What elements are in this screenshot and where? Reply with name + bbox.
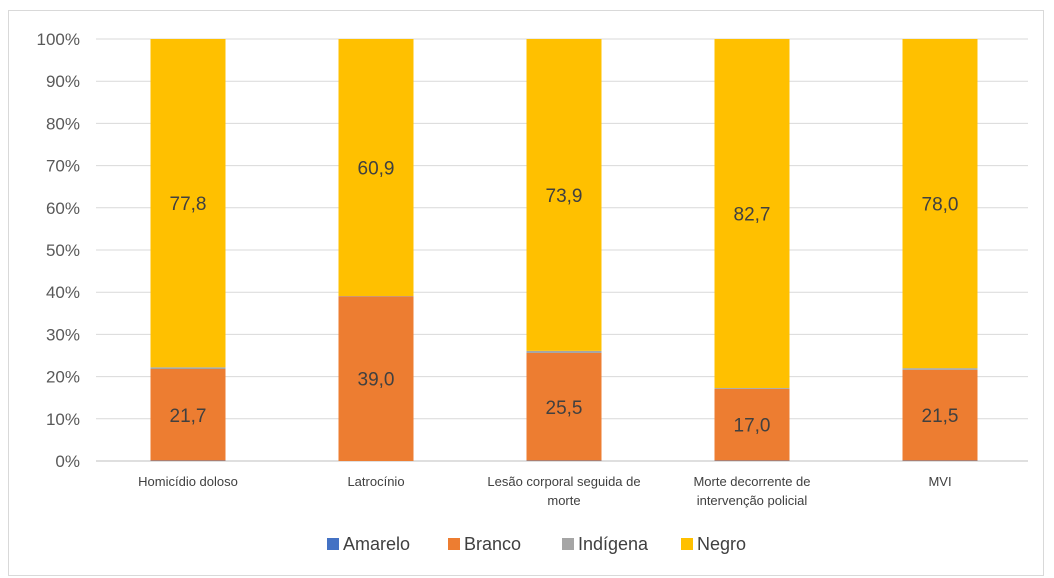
bar-segment-indígena	[902, 368, 978, 370]
y-tick-label: 30%	[46, 325, 80, 344]
y-tick-label: 70%	[46, 157, 80, 176]
bar-segment-negro	[526, 39, 602, 351]
bar-segment-branco	[902, 369, 978, 461]
legend-swatch	[327, 538, 339, 550]
bar-segment-indígena	[714, 387, 790, 389]
data-label: 39,0	[358, 370, 395, 391]
data-label: 25,5	[546, 398, 583, 419]
data-label: 73,9	[546, 186, 583, 207]
legend-swatch	[562, 538, 574, 550]
y-tick-label: 0%	[55, 452, 80, 471]
legend-label: Indígena	[578, 534, 649, 554]
bar-segment-branco	[150, 369, 226, 461]
legend-swatch	[448, 538, 460, 550]
data-label: 60,9	[358, 158, 395, 179]
data-label: 21,7	[170, 406, 207, 427]
x-tick-label: morte	[547, 493, 580, 508]
y-tick-label: 80%	[46, 114, 80, 133]
data-label: 17,0	[734, 416, 771, 437]
y-tick-label: 60%	[46, 199, 80, 218]
x-tick-label: Homicídio doloso	[138, 474, 238, 489]
bar-segment-branco	[526, 352, 602, 461]
bar-segment-negro	[902, 39, 978, 369]
legend-label: Amarelo	[343, 534, 410, 554]
bar-segment-negro	[338, 39, 414, 296]
data-label: 82,7	[734, 204, 771, 225]
y-tick-label: 90%	[46, 72, 80, 91]
data-label: 77,8	[170, 194, 207, 215]
bar-segment-indígena	[150, 367, 226, 370]
legend-swatch	[681, 538, 693, 550]
y-tick-label: 10%	[46, 410, 80, 429]
legend-label: Branco	[464, 534, 521, 554]
bar-segment-branco	[714, 388, 790, 461]
x-tick-label: Morte decorrente de	[693, 474, 810, 489]
y-tick-label: 100%	[37, 30, 80, 49]
x-tick-label: Lesão corporal seguida de	[487, 474, 640, 489]
data-label: 78,0	[922, 195, 959, 216]
bar-segment-indígena	[526, 350, 602, 353]
x-tick-label: intervenção policial	[697, 493, 808, 508]
bar-segment-branco	[338, 296, 414, 461]
x-tick-label: MVI	[928, 474, 951, 489]
y-tick-label: 50%	[46, 241, 80, 260]
x-tick-label: Latrocínio	[347, 474, 404, 489]
bar-segment-negro	[714, 39, 790, 388]
y-tick-label: 20%	[46, 368, 80, 387]
y-tick-label: 40%	[46, 283, 80, 302]
legend-label: Negro	[697, 534, 746, 554]
bar-segment-negro	[150, 39, 226, 368]
data-label: 21,5	[922, 406, 959, 427]
